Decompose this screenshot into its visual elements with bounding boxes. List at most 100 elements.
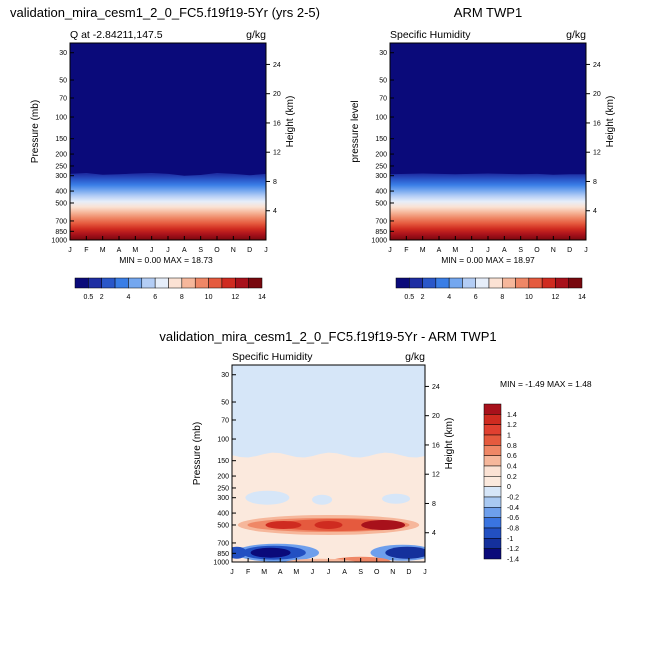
y-tick-label: 500 — [375, 200, 387, 207]
colorbar: 0.5 2 4 6 8 10 12 14 — [74, 277, 266, 301]
x-tick-label: A — [117, 247, 122, 254]
y-tick-label: 100 — [375, 115, 387, 122]
y-tick-label: 700 — [55, 218, 67, 225]
colorbar-label: 4 — [126, 294, 130, 301]
colorbar-label: 8 — [180, 294, 184, 301]
y-tick-label: 70 — [379, 95, 387, 102]
colorbar-label: 0 — [507, 484, 511, 491]
y-right-tick-label: 8 — [273, 179, 277, 186]
colorbar-label: 0.5 — [83, 294, 93, 301]
y-tick-label: 50 — [221, 400, 229, 407]
x-tick-label: A — [182, 247, 187, 254]
colorbar-swatch — [483, 486, 502, 498]
colorbar-swatch — [541, 277, 556, 289]
y-tick-label: 30 — [59, 50, 67, 57]
x-tick-label: S — [198, 247, 203, 254]
colorbar-swatch — [221, 277, 236, 289]
units-label: g/kg — [405, 351, 425, 363]
colorbar-swatch — [194, 277, 209, 289]
panel-title: validation_mira_cesm1_2_0_FC5.f19f19-5Yr… — [159, 329, 496, 344]
y-right-tick-label: 16 — [273, 120, 281, 127]
colorbar-label: 1.2 — [507, 422, 517, 429]
y-tick-label: 50 — [379, 78, 387, 85]
y-right-tick-label: 24 — [432, 384, 440, 391]
colorbar-label: 1 — [507, 433, 511, 440]
y-axis-label: pressure level — [350, 100, 361, 162]
x-tick-label: N — [231, 247, 236, 254]
plot-area — [390, 43, 586, 240]
x-tick-label: M — [261, 569, 267, 576]
colorbar-swatch — [483, 548, 502, 560]
y-tick-label: 1000 — [371, 238, 387, 245]
x-tick-label: J — [327, 569, 331, 576]
x-tick-label: J — [423, 569, 427, 576]
plot-area — [232, 365, 425, 562]
colorbar-label: 4 — [447, 294, 451, 301]
colorbar-label: 0.5 — [404, 294, 414, 301]
colorbar-swatch — [74, 277, 89, 289]
y-tick-label: 100 — [55, 115, 67, 122]
x-tick-label: F — [246, 569, 250, 576]
colorbar-label: 0.6 — [507, 453, 517, 460]
x-tick-label: J — [388, 247, 392, 254]
y-right-tick-label: 24 — [593, 62, 601, 69]
colorbar-swatch — [181, 277, 196, 289]
x-tick-label: M — [452, 247, 458, 254]
y-tick-label: 400 — [55, 189, 67, 196]
x-tick-label: A — [278, 569, 283, 576]
y-tick-label: 400 — [375, 189, 387, 196]
positive-lobe-autumn — [361, 519, 406, 530]
colorbar: 0.5 2 4 6 8 10 12 14 — [395, 277, 586, 301]
panel-title: ARM TWP1 — [454, 5, 522, 20]
colorbar-label: 8 — [500, 294, 504, 301]
colorbar-swatch — [483, 507, 502, 518]
colorbar-swatch — [483, 414, 502, 425]
colorbar-label: 10 — [525, 294, 533, 301]
colorbar-swatch — [462, 277, 476, 289]
colorbar-swatch — [515, 277, 530, 289]
colorbar-label: -1.2 — [507, 546, 519, 553]
x-tick-label: F — [84, 247, 88, 254]
colorbar-swatch — [141, 277, 156, 289]
x-tick-label: J — [230, 569, 234, 576]
panel-p1: validation_mira_cesm1_2_0_FC5.f19f19-5Yr… — [10, 5, 320, 301]
y-right-tick-label: 20 — [593, 91, 601, 98]
colorbar-swatch — [168, 277, 183, 289]
units-label: g/kg — [246, 29, 266, 41]
colorbar: 1.4 1.2 1 0.8 0.6 0.4 0.2 0 -0.2 -0.4 -0.6 -0.8 -1 -1… — [483, 403, 519, 564]
y-right-tick-label: 20 — [273, 91, 281, 98]
y-tick-label: 250 — [217, 485, 229, 492]
colorbar-swatch — [555, 277, 569, 289]
y-tick-label: 1000 — [51, 238, 67, 245]
colorbar-swatch — [409, 277, 423, 289]
y-tick-label: 70 — [221, 417, 229, 424]
x-tick-label: A — [342, 569, 347, 576]
y-tick-label: 1000 — [213, 560, 229, 567]
y-tick-label: 50 — [59, 78, 67, 85]
y-right-tick-label: 4 — [593, 208, 597, 215]
y-tick-label: 200 — [217, 474, 229, 481]
colorbar-swatch — [483, 496, 502, 508]
colorbar-swatch — [483, 445, 502, 456]
colorbar-label: 14 — [258, 294, 266, 301]
colorbar-swatch — [88, 277, 102, 289]
min-max-stats: MIN = 0.00 MAX = 18.73 — [119, 255, 213, 265]
colorbar-swatch — [475, 277, 490, 289]
colorbar-label: 2 — [421, 294, 425, 301]
x-tick-label: J — [264, 247, 268, 254]
y-tick-label: 500 — [55, 200, 67, 207]
mid-moist-band — [232, 452, 425, 562]
y-tick-label: 250 — [55, 163, 67, 170]
x-tick-label: A — [437, 247, 442, 254]
colorbar-label: -0.4 — [507, 505, 519, 512]
x-tick-label: M — [100, 247, 106, 254]
colorbar-swatch — [395, 277, 410, 289]
moist-layer — [70, 173, 266, 240]
y-tick-label: 70 — [59, 95, 67, 102]
x-tick-label: D — [567, 247, 572, 254]
y-tick-label: 300 — [55, 173, 67, 180]
x-tick-label: M — [132, 247, 138, 254]
y-tick-label: 150 — [217, 458, 229, 465]
field-label: Specific Humidity — [390, 29, 471, 41]
